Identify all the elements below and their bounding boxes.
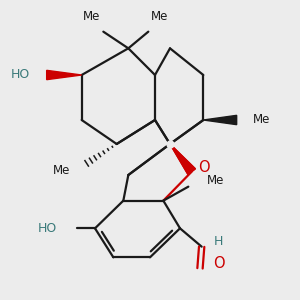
Text: HO: HO	[38, 222, 57, 235]
Text: HO: HO	[11, 68, 30, 82]
Polygon shape	[47, 70, 82, 80]
Polygon shape	[170, 144, 195, 175]
Text: Me: Me	[253, 113, 271, 127]
Text: Me: Me	[151, 10, 169, 23]
Polygon shape	[170, 144, 195, 175]
Text: O: O	[199, 160, 210, 175]
Text: Me: Me	[52, 164, 70, 177]
Text: O: O	[213, 256, 225, 271]
Text: Me: Me	[207, 173, 224, 187]
Polygon shape	[203, 115, 237, 125]
Text: H: H	[213, 235, 223, 248]
Text: Me: Me	[83, 10, 100, 23]
